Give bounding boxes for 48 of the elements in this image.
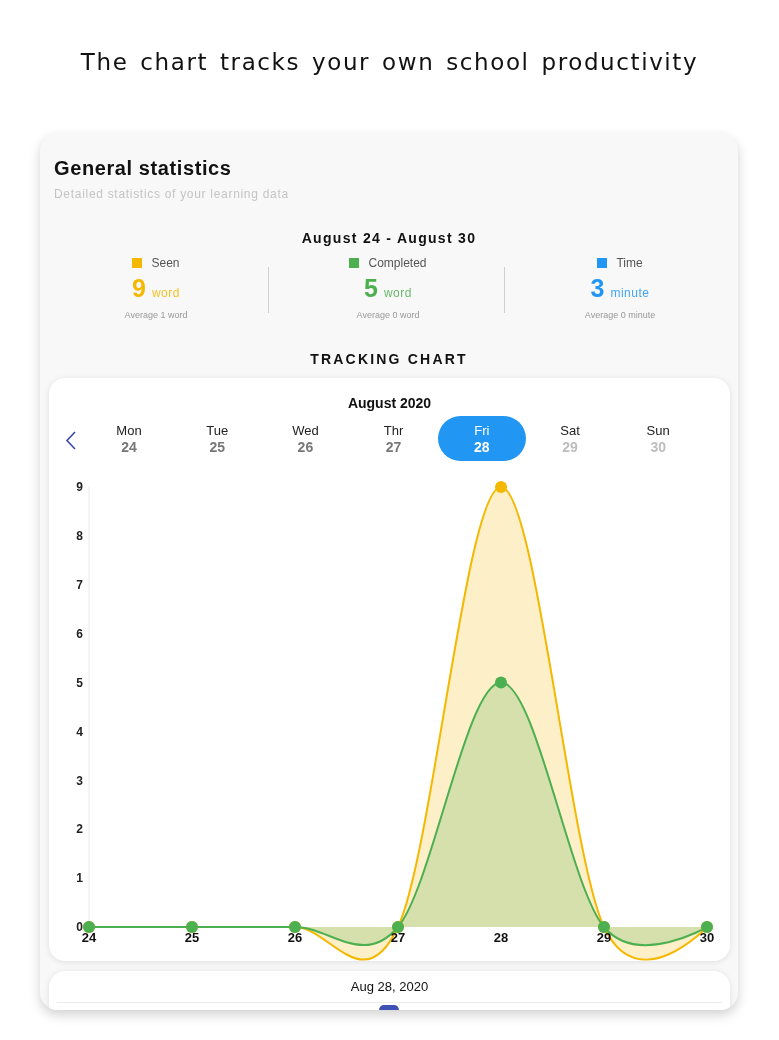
x-tick-label: 30 bbox=[699, 930, 715, 946]
text: Sun bbox=[645, 423, 671, 438]
x-tick-label: 24 bbox=[81, 930, 97, 946]
text: word bbox=[383, 286, 412, 300]
text: TRACKING CHART bbox=[309, 351, 469, 367]
text: August 24 - August 30 bbox=[300, 230, 478, 246]
chart-title: General statistics bbox=[54, 157, 232, 180]
y-tick-label: 7 bbox=[76, 578, 84, 593]
category-label: 27 bbox=[385, 439, 402, 455]
category-label: 26 bbox=[297, 439, 314, 455]
y-tick-label: 3 bbox=[76, 773, 84, 788]
text: Tue bbox=[205, 423, 230, 438]
y-tick-label: 2 bbox=[76, 822, 84, 837]
category-label: 25 bbox=[209, 439, 225, 455]
category-label: 28 bbox=[474, 439, 490, 455]
x-tick-label: 28 bbox=[493, 930, 509, 946]
y-tick-label: 8 bbox=[76, 529, 84, 544]
text: Sat bbox=[559, 423, 581, 438]
x-tick-label: 26 bbox=[287, 930, 303, 946]
x-tick-label: 27 bbox=[390, 930, 406, 946]
x-tick-label: 29 bbox=[596, 930, 612, 946]
text: Aug 28, 2020 bbox=[349, 979, 430, 994]
text: minute bbox=[610, 286, 650, 300]
legend-label: Seen bbox=[151, 256, 180, 270]
text: 3 bbox=[590, 274, 605, 303]
text: Wed bbox=[291, 423, 320, 438]
y-tick-label: 1 bbox=[76, 871, 84, 886]
text: Average 1 word bbox=[123, 310, 189, 320]
y-tick-label: 4 bbox=[76, 724, 84, 739]
text: The chart tracks your own school productivity bbox=[79, 49, 700, 75]
text: Average 0 minute bbox=[583, 310, 657, 320]
x-tick-label: 25 bbox=[184, 930, 200, 946]
text: Fri bbox=[473, 423, 491, 438]
category-label: 24 bbox=[121, 439, 137, 455]
text: 9 bbox=[132, 274, 146, 303]
text: Average 0 word bbox=[355, 310, 421, 320]
text: Time bbox=[616, 256, 643, 270]
text: Thr bbox=[382, 423, 405, 438]
legend-label: Completed bbox=[368, 256, 427, 270]
category-label: 30 bbox=[650, 439, 666, 455]
text: August 2020 bbox=[346, 395, 433, 411]
text: word bbox=[151, 286, 180, 300]
y-tick-label: 6 bbox=[76, 626, 84, 641]
y-tick-label: 5 bbox=[76, 675, 84, 690]
text: 5 bbox=[364, 274, 378, 303]
y-tick-label: 9 bbox=[76, 480, 84, 495]
text: Mon bbox=[115, 423, 143, 438]
category-label: 29 bbox=[562, 439, 578, 455]
